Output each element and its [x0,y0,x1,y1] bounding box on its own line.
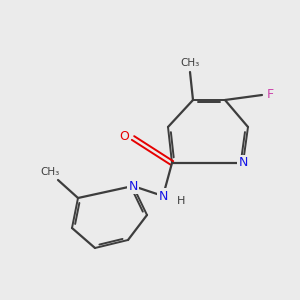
Text: H: H [177,196,185,206]
Text: CH₃: CH₃ [40,167,60,177]
Text: N: N [158,190,168,202]
Text: N: N [128,179,138,193]
Text: CH₃: CH₃ [180,58,200,68]
Text: F: F [266,88,274,101]
Text: O: O [119,130,129,142]
Text: N: N [238,157,248,169]
